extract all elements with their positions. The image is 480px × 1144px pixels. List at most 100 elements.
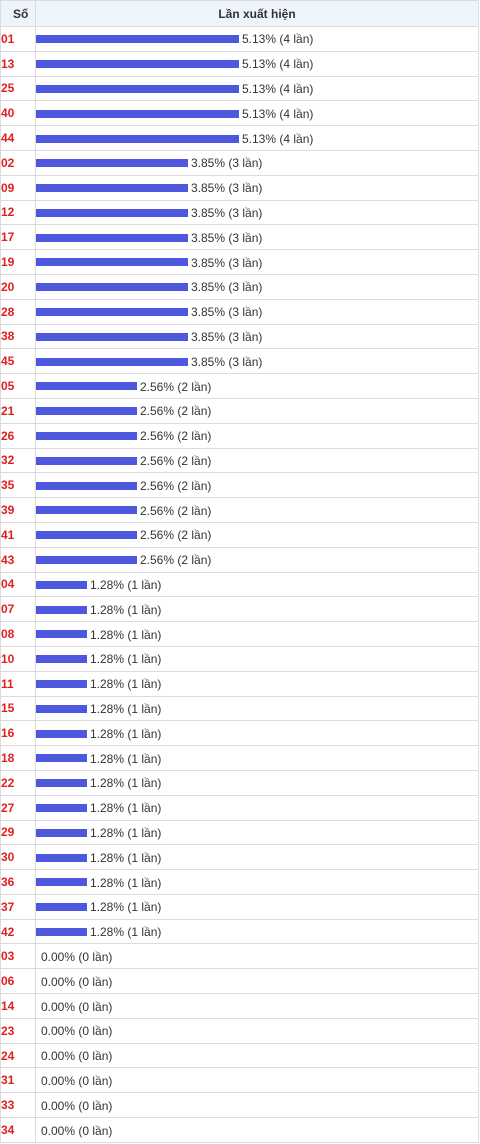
frequency-bar	[36, 828, 87, 837]
number-label: 37	[0, 893, 36, 920]
frequency-cell: 0.00% (0 lần)	[35, 1017, 479, 1044]
frequency-bar	[36, 109, 239, 118]
frequency-value-label: 1.28% (1 lần)	[90, 751, 162, 766]
table-row: 23 0.00% (0 lần)	[0, 1017, 479, 1044]
table-row: 05 2.56% (2 lần)	[0, 373, 479, 399]
table-row: 11 1.28% (1 lần)	[0, 670, 479, 697]
frequency-cell: 3.85% (3 lần)	[35, 323, 479, 350]
table-row: 36 1.28% (1 lần)	[0, 869, 479, 895]
table-row: 42 1.28% (1 lần)	[0, 918, 479, 945]
number-label: 05	[0, 373, 36, 399]
frequency-value-label: 5.13% (4 lần)	[242, 57, 314, 72]
frequency-bar	[36, 754, 87, 763]
number-label: 38	[0, 323, 36, 350]
number-label: 34	[0, 1117, 36, 1143]
frequency-bar	[36, 308, 188, 317]
table-row: 13 5.13% (4 lần)	[0, 50, 479, 77]
frequency-bar	[36, 680, 87, 689]
number-label: 02	[0, 149, 36, 176]
frequency-value-label: 2.56% (2 lần)	[140, 404, 212, 419]
frequency-bar	[36, 531, 137, 540]
frequency-value-label: 2.56% (2 lần)	[140, 478, 212, 493]
frequency-cell: 1.28% (1 lần)	[35, 745, 479, 771]
frequency-cell: 5.13% (4 lần)	[35, 125, 479, 151]
frequency-value-label: 3.85% (3 lần)	[191, 255, 263, 270]
frequency-bar	[36, 903, 87, 912]
frequency-cell: 3.85% (3 lần)	[35, 199, 479, 226]
frequency-bar	[36, 630, 87, 639]
frequency-value-label: 1.28% (1 lần)	[90, 701, 162, 716]
frequency-bar	[36, 878, 87, 887]
frequency-value-label: 2.56% (2 lần)	[140, 553, 212, 568]
frequency-value-label: 2.56% (2 lần)	[140, 429, 212, 444]
frequency-cell: 1.28% (1 lần)	[35, 794, 479, 821]
frequency-value-label: 2.56% (2 lần)	[140, 528, 212, 543]
number-label: 07	[0, 596, 36, 623]
table-row: 19 3.85% (3 lần)	[0, 249, 479, 275]
frequency-cell: 1.28% (1 lần)	[35, 720, 479, 747]
number-label: 22	[0, 769, 36, 796]
number-label: 09	[0, 174, 36, 201]
frequency-value-label: 3.85% (3 lần)	[191, 305, 263, 320]
table-row: 20 3.85% (3 lần)	[0, 273, 479, 300]
frequency-bar	[36, 382, 137, 391]
frequency-bar	[36, 407, 137, 416]
frequency-value-label: 1.28% (1 lần)	[90, 776, 162, 791]
table-row: 29 1.28% (1 lần)	[0, 819, 479, 846]
frequency-cell: 0.00% (0 lần)	[35, 1092, 479, 1119]
frequency-cell: 5.13% (4 lần)	[35, 75, 479, 102]
frequency-bar	[36, 481, 137, 490]
frequency-value-label: 3.85% (3 lần)	[191, 280, 263, 295]
table-row: 43 2.56% (2 lần)	[0, 546, 479, 573]
number-label: 40	[0, 100, 36, 127]
frequency-value-label: 0.00% (0 lần)	[41, 1073, 113, 1088]
number-label: 33	[0, 1092, 36, 1119]
table-row: 30 1.28% (1 lần)	[0, 844, 479, 871]
table-row: 26 2.56% (2 lần)	[0, 422, 479, 449]
frequency-bar	[36, 853, 87, 862]
frequency-cell: 1.28% (1 lần)	[35, 645, 479, 672]
frequency-value-label: 5.13% (4 lần)	[242, 131, 314, 146]
table-row: 28 3.85% (3 lần)	[0, 298, 479, 325]
table-row: 38 3.85% (3 lần)	[0, 323, 479, 350]
frequency-value-label: 0.00% (0 lần)	[41, 974, 113, 989]
table-body: 01 5.13% (4 lần) 13 5.13% (4 lần) 25 5.13% (4…	[0, 26, 479, 1143]
number-label: 26	[0, 422, 36, 449]
table-row: 14 0.00% (0 lần)	[0, 993, 479, 1019]
number-label: 41	[0, 521, 36, 548]
table-row: 27 1.28% (1 lần)	[0, 794, 479, 821]
frequency-value-label: 1.28% (1 lần)	[90, 627, 162, 642]
frequency-value-label: 1.28% (1 lần)	[90, 652, 162, 667]
frequency-cell: 1.28% (1 lần)	[35, 893, 479, 920]
frequency-cell: 1.28% (1 lần)	[35, 844, 479, 871]
frequency-bar	[36, 704, 87, 713]
table-row: 35 2.56% (2 lần)	[0, 472, 479, 499]
frequency-cell: 0.00% (0 lần)	[35, 1117, 479, 1143]
frequency-bar	[36, 456, 137, 465]
frequency-bar	[36, 928, 87, 936]
frequency-cell: 3.85% (3 lần)	[35, 224, 479, 251]
frequency-cell: 0.00% (0 lần)	[35, 943, 479, 970]
table-row: 15 1.28% (1 lần)	[0, 695, 479, 722]
number-label: 10	[0, 645, 36, 672]
number-label: 08	[0, 621, 36, 647]
frequency-cell: 3.85% (3 lần)	[35, 149, 479, 176]
frequency-value-label: 3.85% (3 lần)	[191, 329, 263, 344]
frequency-value-label: 1.28% (1 lần)	[90, 577, 162, 592]
number-label: 35	[0, 472, 36, 499]
frequency-bar	[36, 556, 137, 565]
frequency-bar	[36, 655, 87, 664]
number-label: 28	[0, 298, 36, 325]
number-label: 24	[0, 1042, 36, 1069]
frequency-cell: 2.56% (2 lần)	[35, 422, 479, 449]
frequency-cell: 3.85% (3 lần)	[35, 348, 479, 375]
frequency-cell: 2.56% (2 lần)	[35, 497, 479, 523]
frequency-value-label: 1.28% (1 lần)	[90, 602, 162, 617]
frequency-cell: 2.56% (2 lần)	[35, 546, 479, 573]
table-row: 17 3.85% (3 lần)	[0, 224, 479, 251]
number-label: 12	[0, 199, 36, 226]
header-frequency: Lần xuất hiện	[35, 0, 479, 27]
number-label: 31	[0, 1067, 36, 1094]
table-row: 33 0.00% (0 lần)	[0, 1092, 479, 1119]
table-row: 31 0.00% (0 lần)	[0, 1067, 479, 1094]
